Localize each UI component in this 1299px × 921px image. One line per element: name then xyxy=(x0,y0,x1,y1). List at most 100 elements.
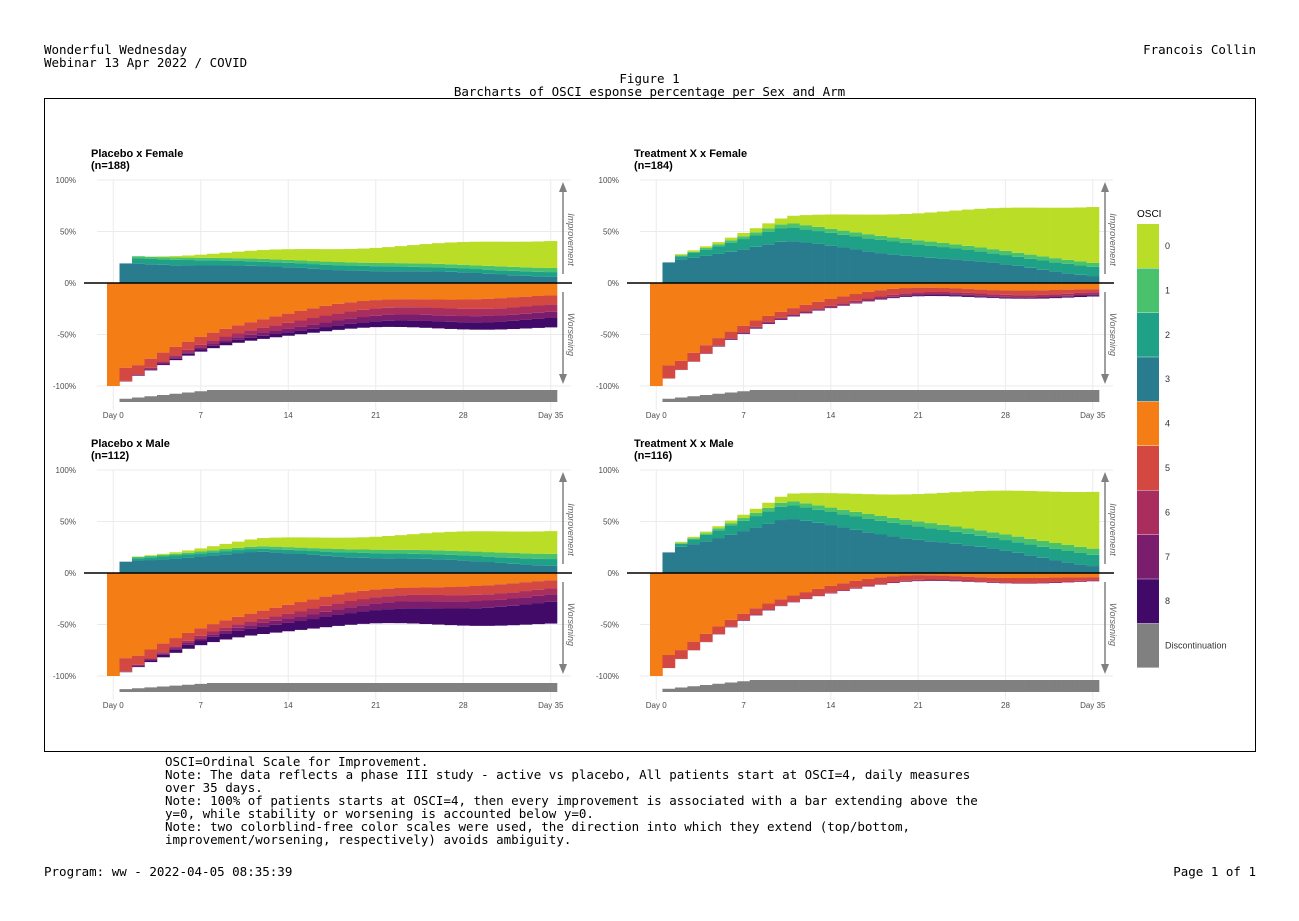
bar-discontinuation xyxy=(662,398,676,402)
bar-osci-5 xyxy=(544,295,558,305)
bar-discontinuation xyxy=(544,390,558,402)
bar-osci-6 xyxy=(144,367,158,369)
bar-osci-1 xyxy=(419,550,433,555)
bar-osci-2 xyxy=(1061,551,1075,563)
bar-osci-3 xyxy=(432,559,445,573)
bar-osci-5 xyxy=(194,628,208,636)
bar-discontinuation xyxy=(219,683,233,692)
bar-osci-6 xyxy=(157,361,170,364)
bar-osci-4 xyxy=(482,283,495,299)
bar-osci-8 xyxy=(269,624,283,633)
bar-osci-4 xyxy=(899,573,913,576)
bar-osci-5 xyxy=(207,624,220,632)
bar-osci-5 xyxy=(294,602,308,612)
bar-osci-6 xyxy=(862,298,875,301)
bar-osci-0 xyxy=(269,249,283,260)
bar-osci-5 xyxy=(662,365,676,379)
bar-osci-6 xyxy=(787,314,800,316)
bar-osci-4 xyxy=(724,573,738,620)
bar-osci-0 xyxy=(1086,491,1100,549)
bar-osci-2 xyxy=(169,555,183,559)
bar-osci-1 xyxy=(699,533,713,535)
bar-osci-1 xyxy=(169,553,183,556)
bar-discontinuation xyxy=(799,390,813,402)
bar-osci-5 xyxy=(1036,290,1050,295)
bar-discontinuation xyxy=(874,680,888,692)
legend-swatch xyxy=(1137,357,1159,402)
bar-osci-2 xyxy=(294,550,308,555)
bar-osci-1 xyxy=(132,256,145,259)
bar-osci-3 xyxy=(394,271,408,283)
bar-osci-6 xyxy=(232,333,245,338)
bar-osci-7 xyxy=(419,601,433,609)
bar-osci-3 xyxy=(936,258,950,283)
bar-osci-2 xyxy=(419,554,433,559)
bar-osci-5 xyxy=(519,582,533,592)
bar-osci-6 xyxy=(194,344,208,348)
bar-osci-2 xyxy=(1049,548,1062,561)
bar-osci-3 xyxy=(812,522,825,573)
bar-osci-4 xyxy=(219,573,233,621)
bar-osci-6 xyxy=(936,291,950,295)
bar-osci-4 xyxy=(749,573,763,609)
bar-osci-5 xyxy=(749,320,763,327)
bar-osci-0 xyxy=(207,546,220,551)
bar-osci-2 xyxy=(849,516,863,530)
bar-osci-2 xyxy=(407,553,420,559)
figure-notes: OSCI=Ordinal Scale for Improvement. Note… xyxy=(165,754,978,847)
bar-osci-8 xyxy=(232,339,245,343)
bar-osci-1 xyxy=(319,548,333,552)
y-tick-label: 0% xyxy=(607,279,619,288)
bar-osci-2 xyxy=(232,550,245,554)
bar-osci-7 xyxy=(1074,294,1087,297)
bar-osci-1 xyxy=(787,223,800,228)
bar-osci-5 xyxy=(482,585,495,595)
bar-discontinuation xyxy=(357,683,370,692)
bar-osci-7 xyxy=(307,324,320,329)
legend-label: 7 xyxy=(1165,552,1170,562)
bar-osci-2 xyxy=(762,511,776,524)
bar-osci-1 xyxy=(999,250,1012,256)
bar-osci-0 xyxy=(494,531,508,553)
bar-discontinuation xyxy=(532,683,545,692)
bar-osci-2 xyxy=(269,549,283,553)
bar-osci-1 xyxy=(899,519,913,525)
legend-label: 6 xyxy=(1165,507,1170,517)
bar-osci-8 xyxy=(469,322,483,330)
bar-osci-2 xyxy=(482,556,495,563)
bar-discontinuation xyxy=(674,687,688,692)
bar-discontinuation xyxy=(1086,390,1100,402)
bar-osci-5 xyxy=(282,604,295,614)
bar-osci-7 xyxy=(357,317,370,323)
bar-discontinuation xyxy=(394,683,408,692)
bar-osci-6 xyxy=(762,609,776,611)
bar-osci-7 xyxy=(407,314,420,321)
bar-osci-3 xyxy=(132,560,145,573)
bar-osci-0 xyxy=(369,247,383,263)
bar-discontinuation xyxy=(737,681,751,692)
bar-osci-2 xyxy=(837,234,850,248)
bar-osci-1 xyxy=(382,263,395,267)
bar-osci-4 xyxy=(132,573,145,656)
bar-osci-1 xyxy=(282,259,295,263)
bar-osci-3 xyxy=(382,271,395,283)
bar-discontinuation xyxy=(194,683,208,692)
bar-osci-3 xyxy=(712,253,726,283)
bar-osci-1 xyxy=(519,267,533,272)
bar-osci-6 xyxy=(924,292,938,295)
bar-osci-6 xyxy=(469,594,483,602)
bar-discontinuation xyxy=(986,680,1000,692)
bar-osci-3 xyxy=(457,560,470,573)
bar-osci-5 xyxy=(924,287,938,293)
bar-osci-2 xyxy=(282,262,295,268)
bar-osci-2 xyxy=(332,552,345,557)
bar-osci-5 xyxy=(344,592,358,602)
bar-discontinuation xyxy=(1074,390,1087,402)
bar-discontinuation xyxy=(519,390,533,402)
bar-osci-4 xyxy=(837,573,850,584)
bar-osci-4 xyxy=(824,573,838,586)
bar-osci-0 xyxy=(482,241,495,266)
bar-osci-7 xyxy=(332,609,345,615)
bar-osci-5 xyxy=(244,322,258,331)
chart-panel-4: -100% -50% 0% 50% 100% Day 0 7 14 21 28 Day 35 Trea… xyxy=(596,438,1118,710)
